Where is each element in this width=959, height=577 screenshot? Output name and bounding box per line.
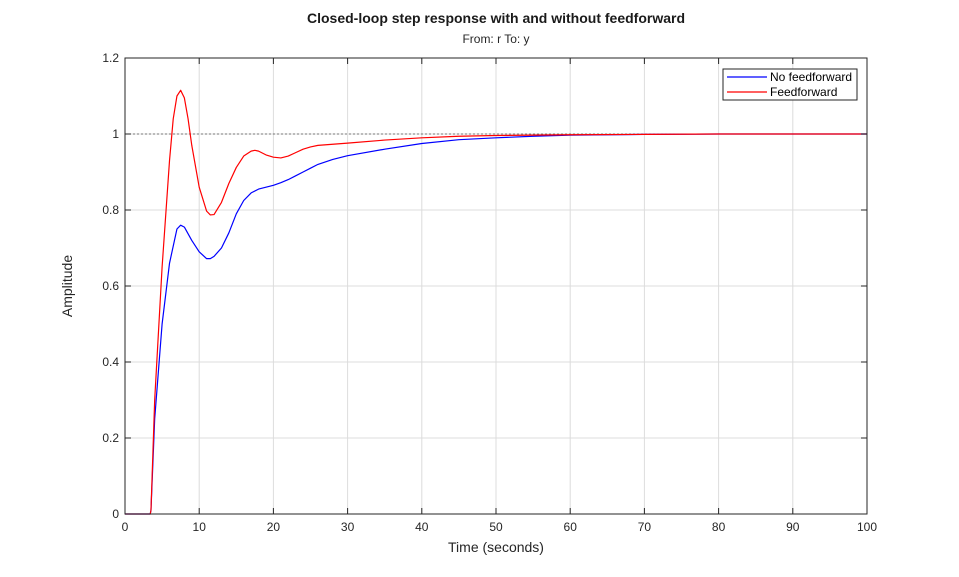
x-tick-label: 40 [415, 520, 429, 534]
x-tick-label: 10 [193, 520, 207, 534]
y-axis-label: Amplitude [59, 255, 75, 317]
y-tick-label: 0.2 [102, 431, 119, 445]
legend-label-feedforward: Feedforward [770, 85, 837, 99]
legend-box [722, 68, 858, 101]
legend-label-no-feedforward: No feedforward [770, 70, 852, 84]
x-tick-label: 30 [341, 520, 355, 534]
legend: No feedforward Feedforward [722, 68, 858, 101]
chart-subtitle: From: r To: y [462, 32, 529, 46]
y-tick-label: 0.6 [102, 279, 119, 293]
x-tick-label: 20 [267, 520, 281, 534]
y-tick-label: 0 [112, 507, 119, 521]
series-lines [125, 89, 867, 515]
x-tick-label: 70 [638, 520, 652, 534]
x-tick-label: 60 [564, 520, 578, 534]
x-tick-label: 80 [712, 520, 726, 534]
x-tick-label: 50 [489, 520, 503, 534]
axis-ticks: 0 10 20 30 40 50 60 70 80 90 100 0 0.2 0.4 0.6 0.8 1 1.2 [102, 51, 877, 534]
y-tick-label: 1.2 [102, 51, 119, 65]
x-tick-label: 100 [857, 520, 877, 534]
y-tick-label: 0.8 [102, 203, 119, 217]
y-tick-label: 0.4 [102, 355, 119, 369]
x-axis-label: Time (seconds) [448, 539, 544, 555]
series-line-feedforward [125, 89, 867, 515]
y-tick-label: 1 [112, 127, 119, 141]
chart-title: Closed-loop step response with and witho… [307, 10, 685, 26]
x-tick-label: 0 [122, 520, 129, 534]
x-tick-label: 90 [786, 520, 800, 534]
series-line-no-feedforward [125, 133, 867, 515]
